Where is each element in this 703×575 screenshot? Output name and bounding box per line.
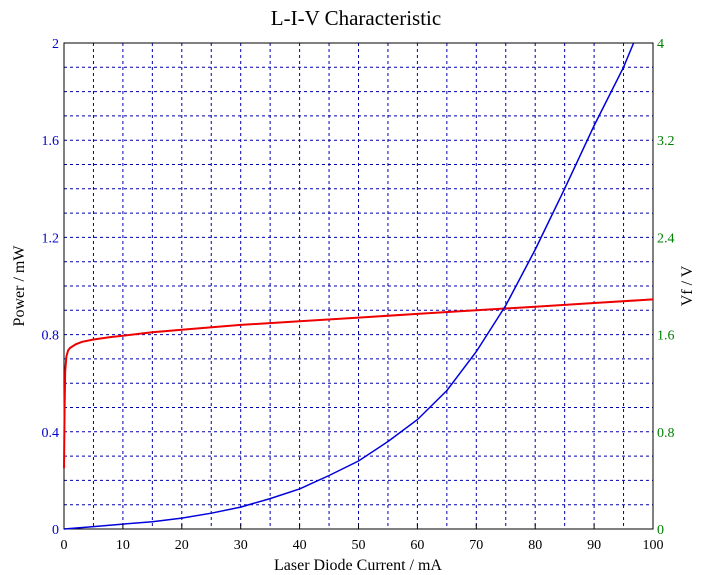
x-tick-label: 70 [469,538,483,553]
left-tick-label: 2 [52,37,59,52]
chart-title: L-I-V Characteristic [271,6,441,30]
right-tick-label: 4 [657,37,664,52]
right-axis-title: Vf / V [679,265,696,306]
x-tick-label: 10 [116,538,130,553]
x-axis-title: Laser Diode Current / mA [274,557,442,574]
series-line-voltage [63,298,654,469]
x-tick-label: 30 [234,538,248,553]
x-tick-label: 0 [61,538,68,553]
left-tick-label: 1.2 [42,231,60,246]
x-tick-label: 40 [293,538,307,553]
x-axis-ticks: 0 10 20 30 40 50 60 70 80 90 100 [61,524,664,553]
right-tick-label: 2.4 [657,231,675,246]
left-tick-label: 0.8 [42,329,60,344]
right-tick-label: 3.2 [657,134,675,149]
grid [64,43,653,529]
x-tick-label: 20 [175,538,189,553]
series-line-power [63,42,635,530]
right-tick-label: 1.6 [657,329,675,344]
x-tick-label: 50 [352,538,366,553]
left-axis-ticks: 0 0.4 0.8 1.2 1.6 2 [42,37,60,538]
left-tick-label: 0 [52,523,59,538]
right-tick-label: 0 [657,523,664,538]
left-tick-label: 0.4 [42,426,60,441]
x-tick-label: 60 [410,538,424,553]
series-layer [63,42,654,530]
right-tick-label: 0.8 [657,426,675,441]
x-tick-label: 90 [587,538,601,553]
x-tick-label: 100 [643,538,664,553]
x-tick-label: 80 [528,538,542,553]
left-tick-label: 1.6 [42,134,60,149]
left-axis-title: Power / mW [11,245,28,327]
right-axis-ticks: 0 0.8 1.6 2.4 3.2 4 [657,37,675,538]
